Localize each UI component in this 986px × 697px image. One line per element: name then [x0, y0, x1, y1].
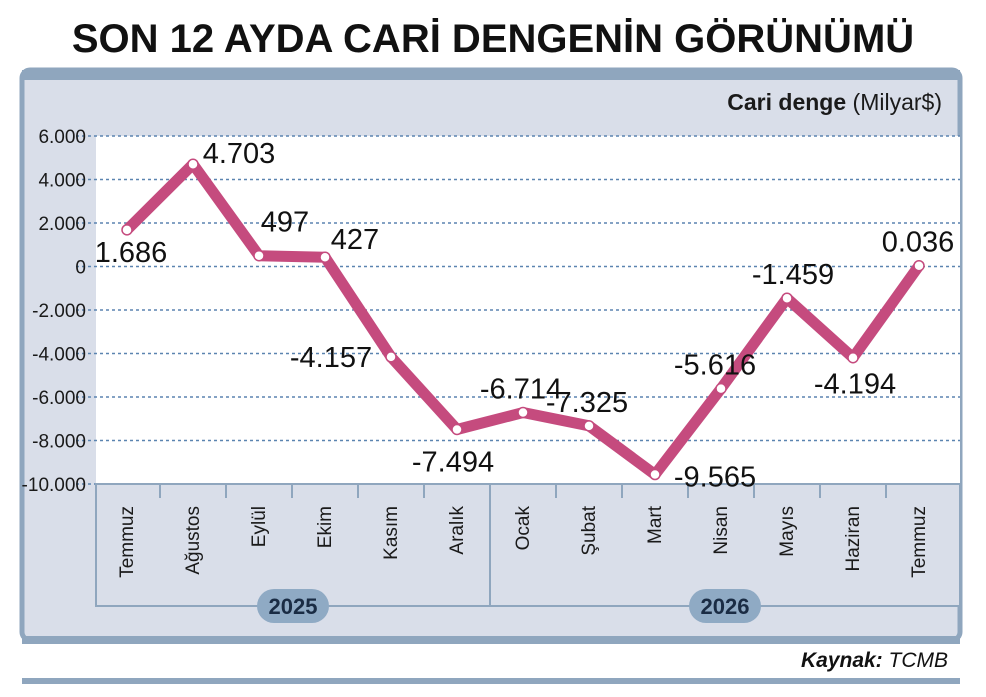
frame-top-bar — [22, 70, 960, 80]
data-label: -7.325 — [546, 387, 628, 419]
data-label: -5.616 — [674, 350, 756, 382]
data-point — [451, 423, 463, 436]
category-label: Ağustos — [183, 506, 204, 575]
unit-label-rest: (Milyar$) — [846, 89, 942, 115]
data-label: 1.686 — [95, 237, 168, 269]
data-label: -9.565 — [674, 462, 756, 494]
category-label: Ocak — [513, 506, 534, 551]
category-label: Mart — [645, 505, 666, 544]
data-point — [319, 251, 331, 263]
data-label: -4.157 — [290, 342, 372, 374]
source-label: Kaynak: — [801, 649, 883, 672]
y-tick-label: 4.000 — [38, 171, 86, 192]
category-label: Nisan — [711, 506, 732, 555]
y-tick-label: 2.000 — [38, 214, 86, 235]
category-label: Temmuz — [117, 506, 138, 578]
data-point — [121, 224, 133, 236]
data-point — [781, 292, 793, 304]
data-point — [847, 351, 859, 364]
year-label: 2026 — [701, 594, 750, 619]
data-point — [649, 468, 661, 481]
year-groups: 2025 2026 — [257, 484, 761, 623]
y-tick-label: 6.000 — [38, 127, 86, 148]
footer-rule-bottom — [22, 678, 960, 684]
category-band — [95, 483, 961, 607]
data-label: -1.459 — [752, 259, 834, 291]
footer-rule-top — [22, 636, 960, 644]
data-label: 4.703 — [203, 138, 276, 170]
data-point — [385, 351, 397, 363]
data-label: 427 — [331, 224, 379, 256]
data-point — [913, 259, 925, 272]
data-label: -6.714 — [480, 374, 562, 406]
y-tick-label: -4.000 — [32, 345, 86, 366]
data-label: -7.494 — [412, 446, 494, 478]
data-label: -4.194 — [814, 369, 896, 401]
year-badge — [689, 589, 761, 623]
data-point — [187, 158, 199, 170]
x-axis-categories: Temmuz Ağustos Eylül Ekim Kasım Aralık Ocak Şub… — [117, 484, 930, 578]
data-point — [517, 406, 529, 419]
category-label: Temmuz — [909, 506, 930, 578]
year-badge — [257, 589, 329, 623]
category-label: Kasım — [381, 506, 402, 560]
source-value: TCMB — [883, 649, 948, 672]
category-label: Haziran — [843, 506, 864, 571]
data-point — [583, 420, 595, 432]
data-point — [253, 249, 265, 262]
category-label: Aralık — [447, 506, 468, 555]
unit-label-bold: Cari denge — [727, 89, 846, 115]
category-label: Şubat — [579, 505, 600, 555]
data-series — [121, 158, 925, 481]
year-label: 2025 — [269, 594, 318, 619]
y-axis-unit-label: Cari denge (Milyar$) — [727, 89, 942, 115]
category-label: Mayıs — [777, 506, 798, 557]
y-tick-label: -2.000 — [32, 301, 86, 322]
y-tick-label: -10.000 — [22, 475, 86, 496]
data-label: 0.036 — [882, 227, 955, 259]
y-tick-label: 0 — [75, 258, 86, 279]
data-label: 497 — [261, 207, 309, 239]
category-label: Eylül — [249, 506, 270, 547]
data-point — [715, 382, 727, 395]
chart-title: SON 12 AYDA CARİ DENGENİN GÖRÜNÜMÜ — [72, 16, 914, 61]
y-tick-label: -8.000 — [32, 432, 86, 453]
y-axis-ticks: 6.000 4.000 2.000 0 -2.000 -4.000 -6.000 -8.000… — [22, 127, 86, 496]
data-labels: 1.686 4.703 497 427 -4.157 -7.494 -6.714-7.325… — [95, 138, 955, 493]
source-text: Kaynak: TCMB — [801, 649, 948, 672]
category-label: Ekim — [315, 506, 336, 548]
y-tick-label: -6.000 — [32, 388, 86, 409]
